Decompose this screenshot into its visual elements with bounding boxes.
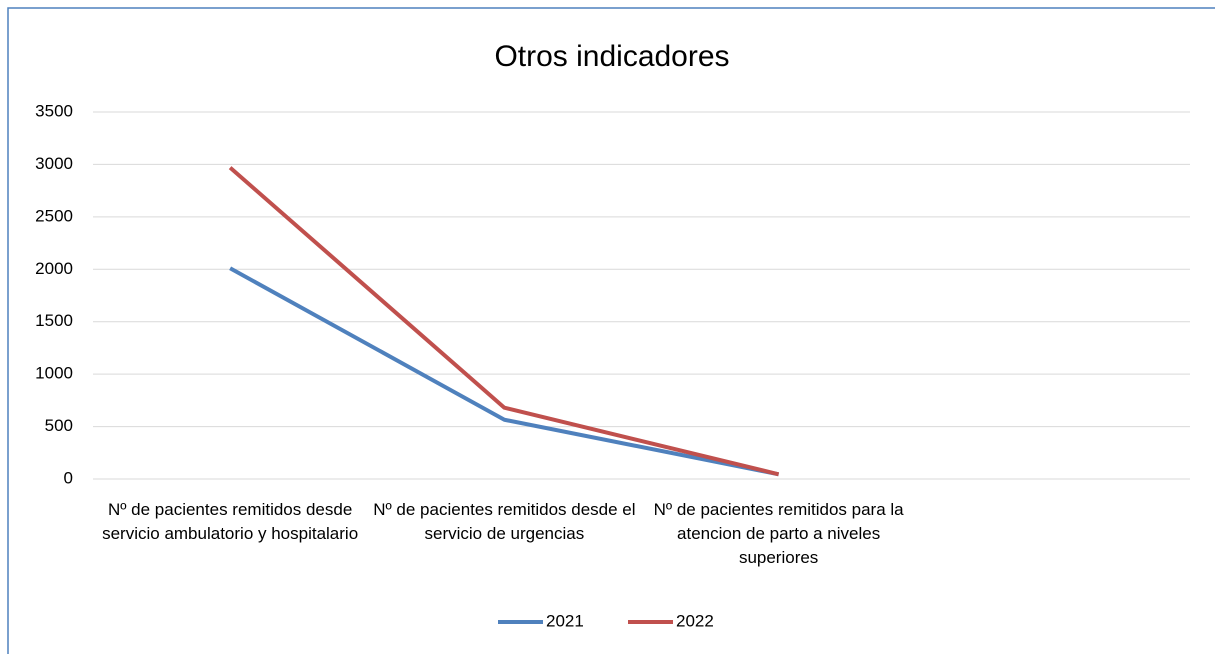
y-tick-label: 1000 xyxy=(35,364,73,383)
x-tick-label: Nº de pacientes remitidos desde servicio… xyxy=(102,500,359,543)
y-tick-label: 0 xyxy=(64,468,73,487)
line-series xyxy=(229,266,780,477)
legend-label: 2022 xyxy=(676,611,714,630)
legend-label: 2021 xyxy=(546,611,584,630)
chart-border xyxy=(7,7,1215,654)
y-tick-label: 2500 xyxy=(35,206,73,225)
y-tick-label: 500 xyxy=(45,416,73,435)
y-tick-label: 1500 xyxy=(35,311,73,330)
chart-title: Otros indicadores xyxy=(494,40,729,73)
y-tick-label: 3500 xyxy=(35,101,73,120)
y-tick-label: 3000 xyxy=(35,154,73,173)
line-series xyxy=(228,166,780,477)
x-tick-label: Nº de pacientes remitidos desde el servi… xyxy=(373,500,636,543)
x-tick-label: Nº de pacientes remitidos para la atenci… xyxy=(653,500,904,567)
y-tick-label: 2000 xyxy=(35,259,73,278)
